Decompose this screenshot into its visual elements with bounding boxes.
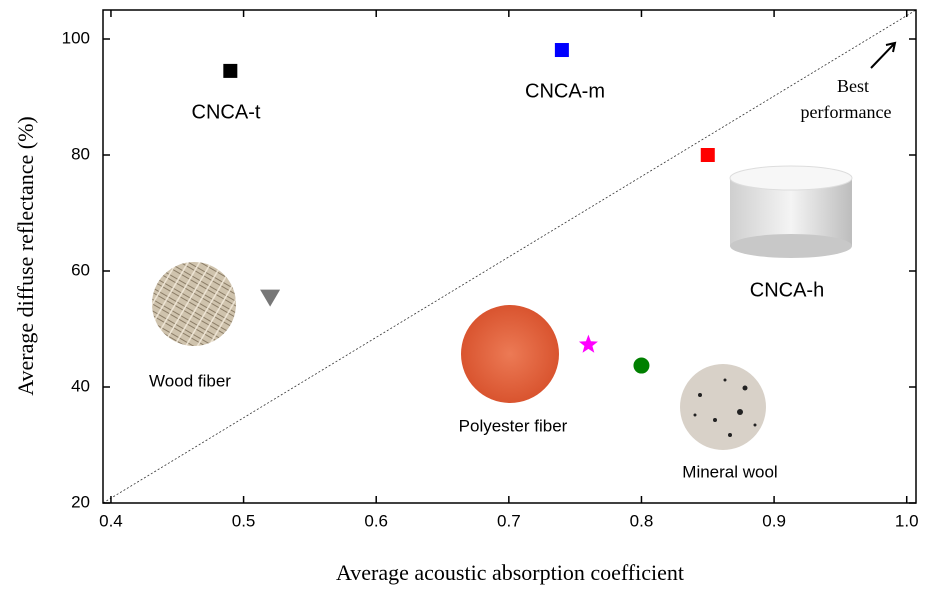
x-tick-label: 0.6 (364, 511, 388, 530)
x-tick-label: 0.9 (762, 511, 786, 530)
x-tick-label: 0.7 (497, 511, 521, 530)
annotation: Best (837, 76, 869, 96)
y-tick-label: 40 (71, 376, 90, 395)
chart: Average acoustic absorption coefficient … (0, 0, 938, 590)
y-tick-label: 80 (71, 144, 90, 163)
mineral-wool-photo (680, 364, 766, 450)
point-label: CNCA-h (750, 279, 824, 301)
point-label: CNCA-t (192, 101, 261, 123)
y-tick-label: 100 (62, 28, 90, 47)
wood-fiber-photo (152, 262, 236, 346)
point-label: Wood fiber (149, 371, 231, 390)
x-axis-label: Average acoustic absorption coefficient (336, 560, 684, 585)
point (260, 290, 280, 307)
point-label: CNCA-m (525, 80, 605, 102)
point (555, 43, 569, 57)
point-label: Mineral wool (682, 462, 777, 481)
y-tick-label: 60 (71, 260, 90, 279)
x-tick-label: 0.8 (630, 511, 654, 530)
point (633, 358, 649, 374)
point-label: Polyester fiber (459, 416, 568, 435)
x-tick-label: 0.4 (99, 511, 123, 530)
polyester-photo (461, 305, 559, 403)
x-tick-label: 1.0 (895, 511, 919, 530)
point (223, 64, 237, 78)
photos (152, 166, 852, 450)
point (701, 148, 715, 162)
cnca-h-photo (730, 166, 852, 258)
x-tick-label: 0.5 (232, 511, 256, 530)
point (579, 335, 598, 353)
annotation-arrow (871, 43, 895, 68)
y-tick-label: 20 (71, 492, 90, 511)
y-axis-label: Average diffuse reflectance (%) (13, 116, 38, 396)
annotation: performance (801, 102, 892, 122)
